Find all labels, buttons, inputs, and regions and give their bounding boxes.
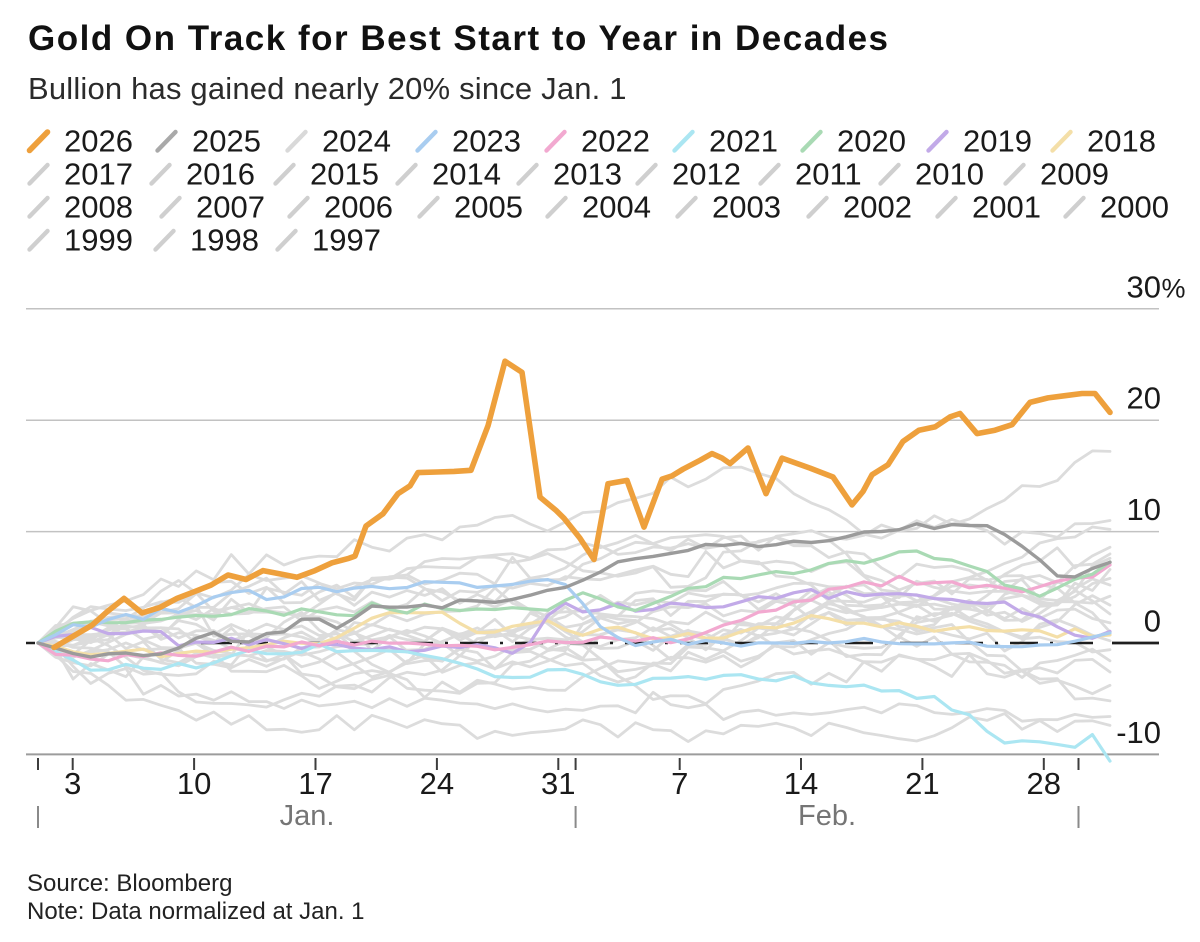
svg-text:2006: 2006 — [324, 190, 393, 225]
svg-text:2016: 2016 — [186, 157, 255, 192]
svg-text:30: 30 — [1127, 269, 1161, 304]
svg-text:2019: 2019 — [963, 124, 1032, 159]
svg-text:2018: 2018 — [1087, 124, 1156, 159]
svg-text:%: % — [1162, 273, 1186, 303]
svg-text:2015: 2015 — [310, 157, 379, 192]
svg-text:Bullion has gained nearly 20%: Bullion has gained nearly 20% since Jan.… — [28, 71, 627, 106]
svg-text:Jan.: Jan. — [280, 800, 335, 832]
svg-text:2014: 2014 — [432, 157, 501, 192]
svg-text:2011: 2011 — [795, 157, 862, 192]
svg-text:Feb.: Feb. — [798, 800, 856, 832]
svg-text:2024: 2024 — [322, 124, 391, 159]
svg-text:2007: 2007 — [196, 190, 265, 225]
svg-text:2000: 2000 — [1100, 190, 1169, 225]
svg-text:2025: 2025 — [192, 124, 261, 159]
svg-text:2008: 2008 — [64, 190, 133, 225]
svg-text:2003: 2003 — [712, 190, 781, 225]
svg-text:2012: 2012 — [672, 157, 741, 192]
svg-text:21: 21 — [905, 766, 939, 801]
svg-text:10: 10 — [1127, 492, 1161, 527]
svg-text:31: 31 — [541, 766, 575, 801]
svg-text:Gold On Track for Best Start t: Gold On Track for Best Start to Year in … — [28, 19, 890, 58]
svg-text:2002: 2002 — [843, 190, 912, 225]
svg-text:Source: Bloomberg: Source: Bloomberg — [27, 870, 232, 897]
svg-text:24: 24 — [420, 766, 454, 801]
svg-text:2001: 2001 — [972, 190, 1041, 225]
svg-text:2023: 2023 — [452, 124, 521, 159]
svg-text:2010: 2010 — [915, 157, 984, 192]
svg-text:2017: 2017 — [64, 157, 133, 192]
svg-text:0: 0 — [1144, 604, 1161, 639]
svg-text:2020: 2020 — [837, 124, 906, 159]
svg-text:2026: 2026 — [64, 124, 133, 159]
svg-text:1998: 1998 — [190, 223, 259, 258]
svg-text:7: 7 — [671, 766, 688, 801]
svg-text:2022: 2022 — [581, 124, 650, 159]
svg-text:2009: 2009 — [1040, 157, 1109, 192]
svg-text:28: 28 — [1027, 766, 1061, 801]
svg-text:1997: 1997 — [312, 223, 381, 258]
svg-text:3: 3 — [64, 766, 81, 801]
svg-text:20: 20 — [1127, 381, 1161, 416]
svg-text:2005: 2005 — [454, 190, 523, 225]
svg-text:1999: 1999 — [64, 223, 133, 258]
svg-text:17: 17 — [298, 766, 332, 801]
svg-text:2021: 2021 — [709, 124, 778, 159]
svg-text:14: 14 — [784, 766, 818, 801]
svg-text:2013: 2013 — [553, 157, 622, 192]
svg-text:2004: 2004 — [582, 190, 651, 225]
svg-text:10: 10 — [177, 766, 211, 801]
svg-text:Note: Data normalized at Jan.: Note: Data normalized at Jan. 1 — [27, 898, 365, 925]
svg-text:-10: -10 — [1116, 715, 1161, 750]
